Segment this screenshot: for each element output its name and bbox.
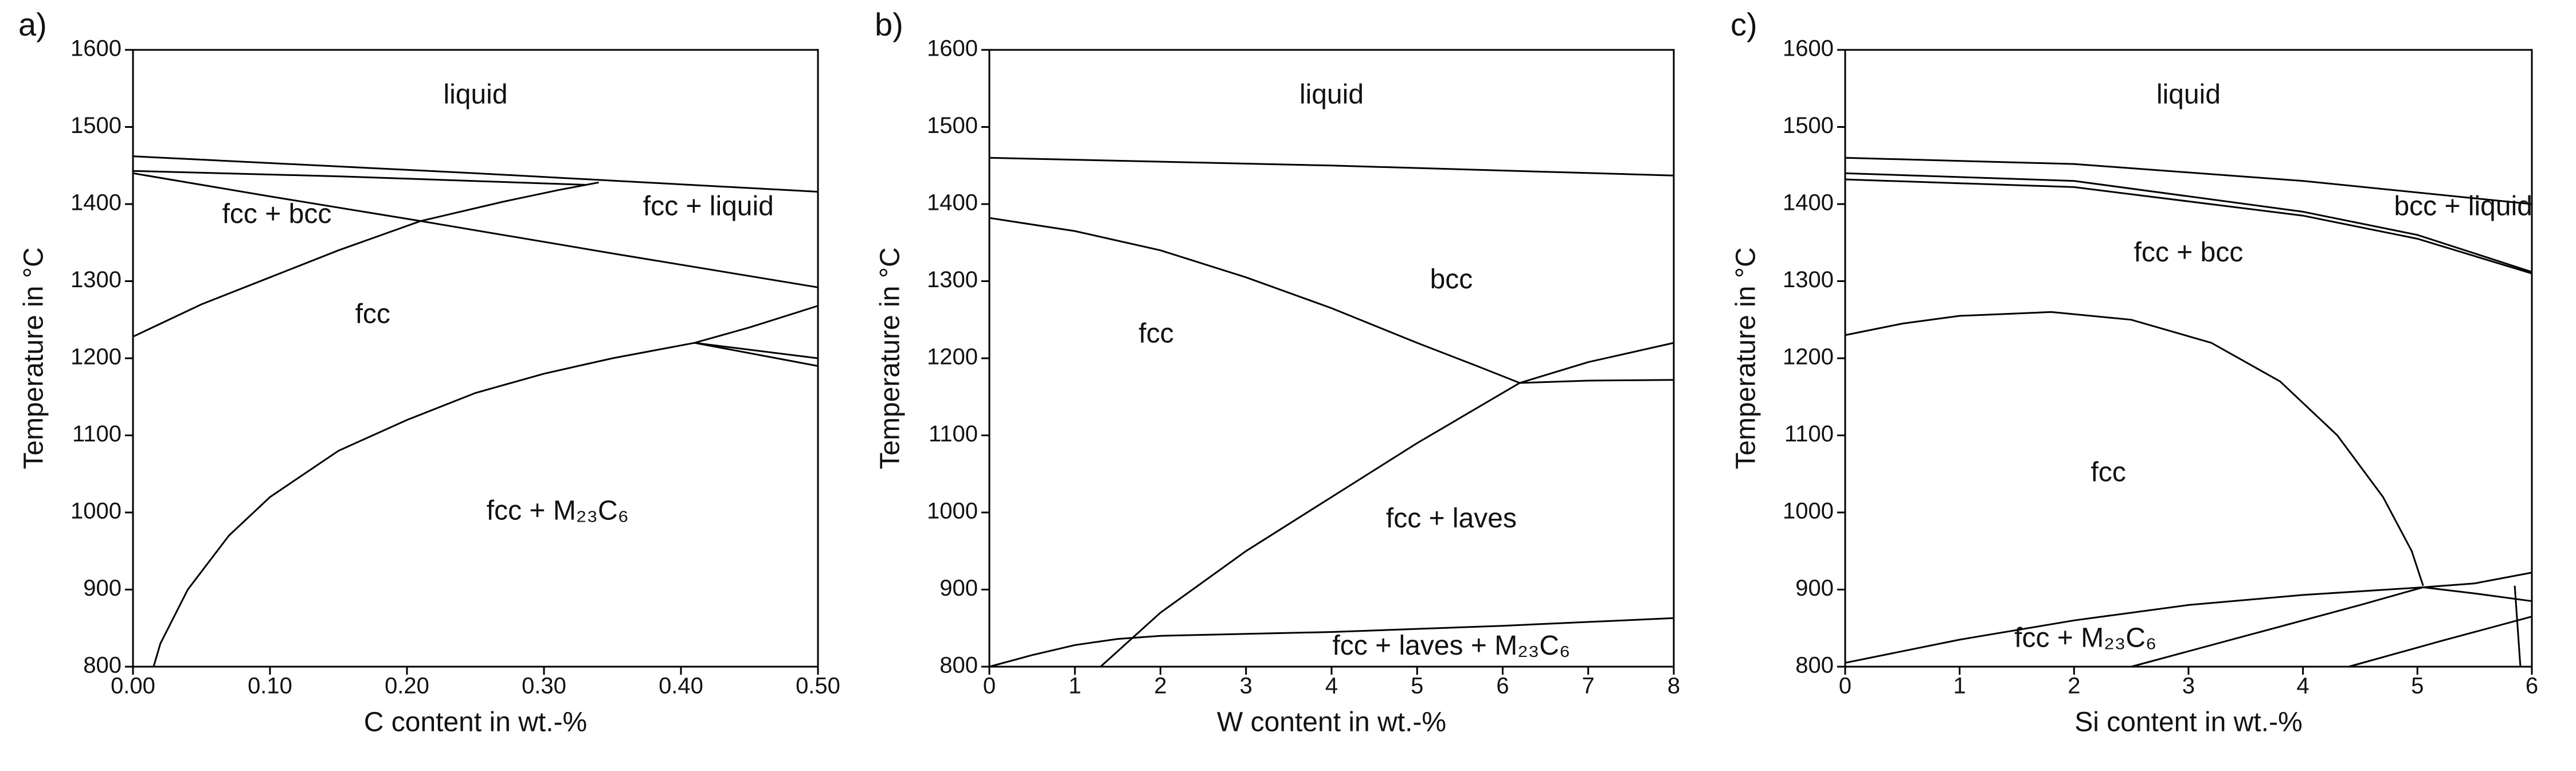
- phase-boundary: [1099, 342, 1674, 668]
- phase-boundary: [132, 155, 819, 193]
- x-axis-label: Si content in wt.-%: [2074, 707, 2303, 738]
- x-tick-label: 6: [2526, 674, 2538, 699]
- x-tick-label: 0.30: [522, 674, 566, 699]
- panel-label: c): [1731, 6, 1757, 42]
- region-label: liquid: [2156, 79, 2221, 109]
- region-label: fcc: [1138, 318, 1173, 349]
- x-tick-label: 2: [2068, 674, 2080, 699]
- x-tick-label: 5: [1411, 674, 1423, 699]
- plot-frame: [988, 49, 1675, 668]
- y-tick-label: 800: [83, 653, 122, 678]
- region-label: liquid: [1299, 79, 1364, 109]
- x-tick-label: 7: [1582, 674, 1595, 699]
- x-tick-label: 5: [2411, 674, 2424, 699]
- region-label: fcc + bcc: [2134, 237, 2244, 268]
- y-tick-label: 1100: [72, 421, 122, 447]
- y-tick-label: 800: [939, 653, 978, 678]
- x-tick-label: 3: [1240, 674, 1252, 699]
- y-tick-label: 1300: [71, 267, 122, 292]
- y-tick-label: 900: [939, 576, 978, 601]
- y-axis-label: Temperature in °C: [1731, 247, 1761, 469]
- phase-boundary: [989, 156, 1674, 177]
- region-label: bcc + liquid: [2394, 191, 2532, 221]
- y-axis-label: Temperature in °C: [875, 247, 906, 469]
- phase-boundary: [694, 342, 819, 359]
- x-axis-label: C content in wt.-%: [364, 707, 587, 738]
- y-tick-label: 1200: [71, 345, 122, 370]
- x-tick-label: 0: [983, 674, 996, 699]
- region-label: bcc: [1430, 264, 1473, 295]
- phase-boundary: [1845, 572, 2532, 664]
- y-tick-label: 1400: [71, 190, 122, 216]
- y-tick-label: 1300: [1783, 267, 1834, 292]
- phase-boundary: [989, 617, 1674, 668]
- region-label: fcc + liquid: [643, 191, 774, 221]
- phase-boundary: [1845, 172, 2532, 273]
- y-tick-label: 1400: [927, 190, 978, 216]
- x-tick-label: 1: [1953, 674, 1966, 699]
- y-tick-label: 1500: [1783, 113, 1834, 138]
- phase-boundary: [2348, 616, 2532, 668]
- panel-label: a): [18, 6, 47, 42]
- region-label: fcc: [2091, 457, 2126, 487]
- x-tick-label: 6: [1496, 674, 1509, 699]
- plot-frame: [1844, 49, 2533, 668]
- plot-frame: [132, 49, 819, 668]
- phase-boundary: [1845, 311, 2424, 586]
- phase-boundary: [152, 305, 819, 667]
- phase-boundary: [1845, 156, 2532, 205]
- x-tick-label: 0.40: [659, 674, 703, 699]
- region-label: fcc + laves: [1386, 503, 1517, 534]
- phase-boundary: [2423, 586, 2532, 602]
- y-tick-label: 1600: [1783, 36, 1834, 61]
- y-tick-label: 1300: [927, 267, 978, 292]
- region-label: fcc + M₂₃C₆: [2014, 623, 2156, 653]
- y-tick-label: 1600: [927, 36, 978, 61]
- y-tick-label: 1400: [1783, 190, 1834, 216]
- region-label: liquid: [443, 79, 507, 109]
- x-tick-label: 3: [2182, 674, 2195, 699]
- region-label: fcc + bcc: [222, 199, 332, 229]
- y-tick-label: 800: [1795, 653, 1834, 678]
- phase-boundary: [132, 172, 819, 288]
- y-tick-label: 1500: [927, 113, 978, 138]
- x-tick-label: 8: [1667, 674, 1680, 699]
- x-tick-label: 1: [1068, 674, 1081, 699]
- y-tick-label: 1000: [1783, 499, 1834, 524]
- phase-boundary: [2514, 585, 2522, 667]
- region-label: fcc + laves + M₂₃C₆: [1332, 631, 1570, 661]
- phase-boundary: [132, 181, 599, 338]
- y-tick-label: 1100: [1784, 421, 1834, 447]
- phase-boundary: [1520, 379, 1674, 384]
- x-tick-label: 0.20: [385, 674, 429, 699]
- y-tick-label: 1500: [71, 113, 122, 138]
- x-tick-label: 0.10: [248, 674, 292, 699]
- y-tick-label: 1600: [71, 36, 122, 61]
- y-tick-label: 1100: [929, 421, 978, 447]
- y-tick-label: 1000: [71, 499, 122, 524]
- y-tick-label: 900: [1795, 576, 1834, 601]
- phase-boundary: [989, 217, 1520, 384]
- x-tick-label: 0.50: [796, 674, 840, 699]
- y-tick-label: 1000: [927, 499, 978, 524]
- x-axis-label: W content in wt.-%: [1217, 707, 1446, 738]
- phase-boundary: [694, 342, 819, 367]
- y-tick-label: 1200: [927, 345, 978, 370]
- x-tick-label: 2: [1154, 674, 1166, 699]
- phase-boundary: [2131, 586, 2424, 668]
- y-tick-label: 1200: [1783, 345, 1834, 370]
- phase-boundary: [1845, 178, 2532, 275]
- x-tick-label: 4: [1325, 674, 1338, 699]
- y-axis-label: Temperature in °C: [19, 247, 49, 469]
- y-tick-label: 900: [83, 576, 122, 601]
- region-label: fcc: [355, 299, 390, 330]
- region-label: fcc + M₂₃C₆: [487, 496, 629, 526]
- panel-label: b): [875, 6, 903, 42]
- x-tick-label: 0: [1839, 674, 1851, 699]
- phase-boundary: [132, 170, 585, 186]
- x-tick-label: 4: [2297, 674, 2309, 699]
- x-tick-label: 0.00: [111, 674, 155, 699]
